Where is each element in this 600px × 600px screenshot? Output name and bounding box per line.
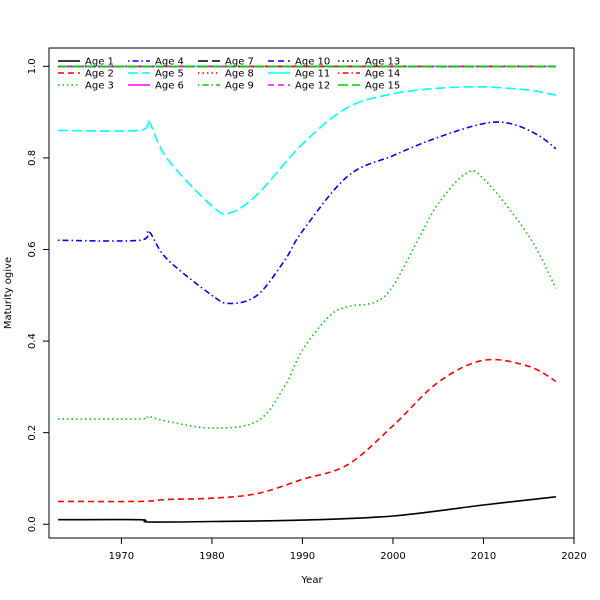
plot-frame — [48, 47, 575, 539]
series-line-age-1 — [58, 496, 556, 523]
x-tick-label: 1980 — [199, 551, 224, 562]
series-line-age-3 — [58, 169, 557, 429]
x-tick-label: 1990 — [290, 551, 315, 562]
series-layer — [58, 65, 557, 523]
y-axis-label: Maturity ogive — [3, 257, 14, 329]
x-axis: 1970 1980 1990 2000 2010 2020 — [109, 538, 587, 562]
x-axis-label: Year — [300, 575, 323, 586]
legend-label: Age 9 — [225, 81, 254, 92]
y-axis: 0.0 0.2 0.4 0.6 0.8 1.0 — [27, 58, 49, 532]
legend-label: Age 6 — [155, 81, 184, 92]
legend-label: Age 13 — [365, 57, 400, 68]
legend-label: Age 7 — [225, 57, 254, 68]
legend-label: Age 11 — [295, 69, 330, 80]
y-tick-label: 1.0 — [27, 58, 38, 74]
x-tick-label: 1970 — [109, 551, 134, 562]
legend-label: Age 8 — [225, 69, 254, 80]
legend-label: Age 3 — [85, 81, 114, 92]
legend-label: Age 2 — [85, 69, 114, 80]
legend-label: Age 12 — [295, 81, 330, 92]
legend-label: Age 14 — [365, 69, 400, 80]
legend-label: Age 1 — [85, 57, 114, 68]
series-line-age-2 — [58, 358, 557, 503]
y-tick-label: 0.2 — [27, 425, 38, 441]
x-tick-label: 2000 — [380, 551, 405, 562]
series-line-age-4 — [58, 121, 557, 305]
legend-label: Age 10 — [295, 57, 330, 68]
y-tick-label: 0.0 — [27, 516, 38, 532]
y-tick-label: 0.6 — [27, 242, 38, 258]
legend-label: Age 5 — [155, 69, 184, 80]
y-tick-label: 0.8 — [27, 150, 38, 166]
series-line-age-5 — [58, 86, 557, 215]
legend-label: Age 4 — [155, 57, 184, 68]
x-tick-label: 2010 — [471, 551, 496, 562]
x-tick-label: 2020 — [561, 551, 586, 562]
legend-label: Age 15 — [365, 81, 400, 92]
y-tick-label: 0.4 — [27, 333, 38, 349]
